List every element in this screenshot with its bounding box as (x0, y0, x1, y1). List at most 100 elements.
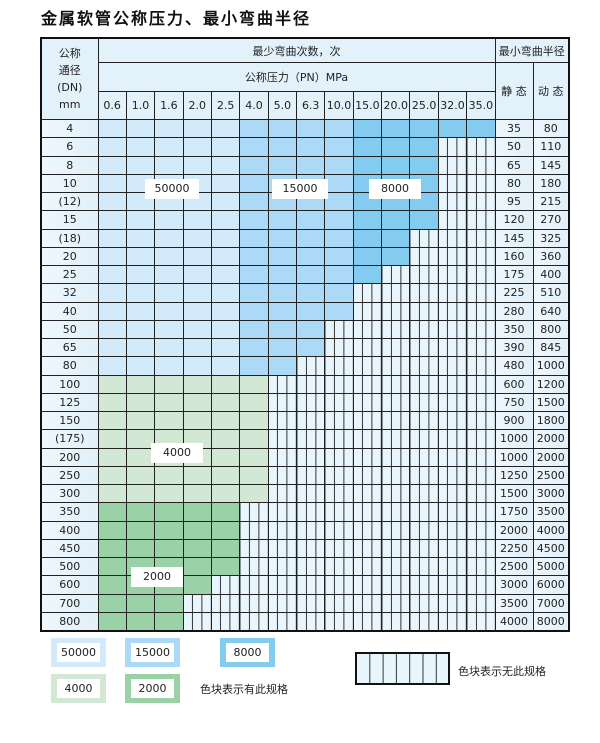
spec-available-cell (182, 520, 212, 540)
spec-available-cell (97, 465, 127, 486)
table-row: 25 175 400 (40, 264, 570, 285)
static-radius-cell: 1500 (494, 483, 534, 504)
legend-label: 2000 (131, 679, 174, 698)
dn-cell: 8 (40, 155, 99, 175)
spec-available-cell (154, 283, 184, 303)
spec-available-cell (154, 520, 184, 540)
spec-unavailable-cell (437, 301, 468, 321)
spec-unavailable-cell (466, 593, 496, 613)
spec-available-cell (267, 210, 298, 230)
dynamic-radius-cell: 3500 (532, 502, 570, 522)
spec-table: 公称 通径 (DN) mm 最少弯曲次数，次 最小弯曲半径 公称压力（PN）MP… (40, 37, 571, 632)
spec-available-cell (239, 191, 269, 212)
spec-available-cell (296, 264, 326, 285)
spec-available-cell (97, 118, 127, 139)
spec-available-cell (182, 228, 212, 248)
spec-unavailable-cell (296, 538, 326, 559)
spec-available-cell (296, 319, 326, 340)
spec-unavailable-cell (267, 410, 298, 431)
table-row: 500 2500 5000 (40, 556, 570, 577)
dynamic-radius-cell: 4000 (532, 520, 570, 540)
spec-unavailable-cell (466, 283, 496, 303)
spec-unavailable-cell (296, 429, 326, 449)
spec-unavailable-cell (381, 374, 411, 394)
dynamic-radius-cell: 1200 (532, 374, 570, 394)
spec-unavailable-cell (381, 264, 411, 285)
spec-unavailable-cell (409, 319, 439, 340)
spec-available-cell (154, 611, 184, 632)
spec-available-cell (210, 556, 241, 577)
spec-available-cell (210, 392, 241, 413)
spec-available-cell (182, 210, 212, 230)
zone-label-4000: 4000 (151, 443, 203, 463)
spec-available-cell (210, 228, 241, 248)
spec-unavailable-cell (381, 483, 411, 504)
spec-unavailable-cell (352, 447, 383, 467)
static-radius-cell: 225 (494, 283, 534, 303)
spec-unavailable-cell (381, 319, 411, 340)
dynamic-radius-cell: 510 (532, 283, 570, 303)
spec-unavailable-cell (352, 520, 383, 540)
spec-unavailable-cell (437, 155, 468, 175)
spec-available-cell (125, 137, 156, 157)
spec-available-cell (267, 246, 298, 267)
spec-unavailable-cell (466, 137, 496, 157)
spec-available-cell (210, 264, 241, 285)
spec-available-cell (239, 410, 269, 431)
spec-available-cell (154, 483, 184, 504)
dn-cell: 600 (40, 575, 99, 595)
dn-header-line: mm (59, 98, 81, 111)
spec-unavailable-cell (239, 556, 269, 577)
dynamic-radius-cell: 215 (532, 191, 570, 212)
spec-unavailable-cell (239, 593, 269, 613)
spec-unavailable-cell (409, 538, 439, 559)
spec-unavailable-cell (466, 246, 496, 267)
spec-available-cell (182, 483, 212, 504)
spec-available-cell (352, 155, 383, 175)
pressure-column-header: 4.0 (239, 91, 269, 120)
spec-available-cell (267, 283, 298, 303)
spec-available-cell (125, 264, 156, 285)
spec-unavailable-cell (267, 593, 298, 613)
spec-unavailable-cell (409, 593, 439, 613)
spec-available-cell (239, 228, 269, 248)
dn-cell: 100 (40, 374, 99, 394)
legend-swatch-8000: 8000 (220, 638, 275, 667)
legend-label: 50000 (57, 643, 100, 662)
spec-available-cell (154, 210, 184, 230)
spec-available-cell (125, 465, 156, 486)
dn-cell: 450 (40, 538, 99, 559)
static-radius-cell: 175 (494, 264, 534, 285)
spec-available-cell (239, 483, 269, 504)
spec-available-cell (97, 392, 127, 413)
table-row: 300 1500 3000 (40, 483, 570, 504)
spec-unavailable-cell (409, 465, 439, 486)
spec-unavailable-cell (267, 465, 298, 486)
spec-unavailable-cell (324, 611, 354, 632)
static-radius-cell: 1000 (494, 447, 534, 467)
spec-unavailable-cell (437, 210, 468, 230)
spec-available-cell (381, 246, 411, 267)
spec-unavailable-cell (352, 374, 383, 394)
spec-available-cell (97, 502, 127, 522)
spec-unavailable-cell (466, 210, 496, 230)
spec-unavailable-cell (437, 593, 468, 613)
spec-available-cell (210, 210, 241, 230)
spec-available-cell (182, 301, 212, 321)
spec-available-cell (182, 155, 212, 175)
spec-available-cell (267, 264, 298, 285)
spec-unavailable-cell (324, 319, 354, 340)
spec-unavailable-cell (239, 520, 269, 540)
spec-available-cell (239, 356, 269, 376)
spec-unavailable-cell (409, 392, 439, 413)
spec-unavailable-cell (466, 392, 496, 413)
spec-available-cell (125, 118, 156, 139)
table-row: 400 2000 4000 (40, 520, 570, 540)
spec-available-cell (97, 593, 127, 613)
spec-unavailable-cell (324, 410, 354, 431)
spec-unavailable-cell (267, 538, 298, 559)
spec-available-cell (324, 264, 354, 285)
spec-unavailable-cell (409, 447, 439, 467)
legend-swatch-2000: 2000 (125, 674, 180, 703)
spec-available-cell (437, 118, 468, 139)
